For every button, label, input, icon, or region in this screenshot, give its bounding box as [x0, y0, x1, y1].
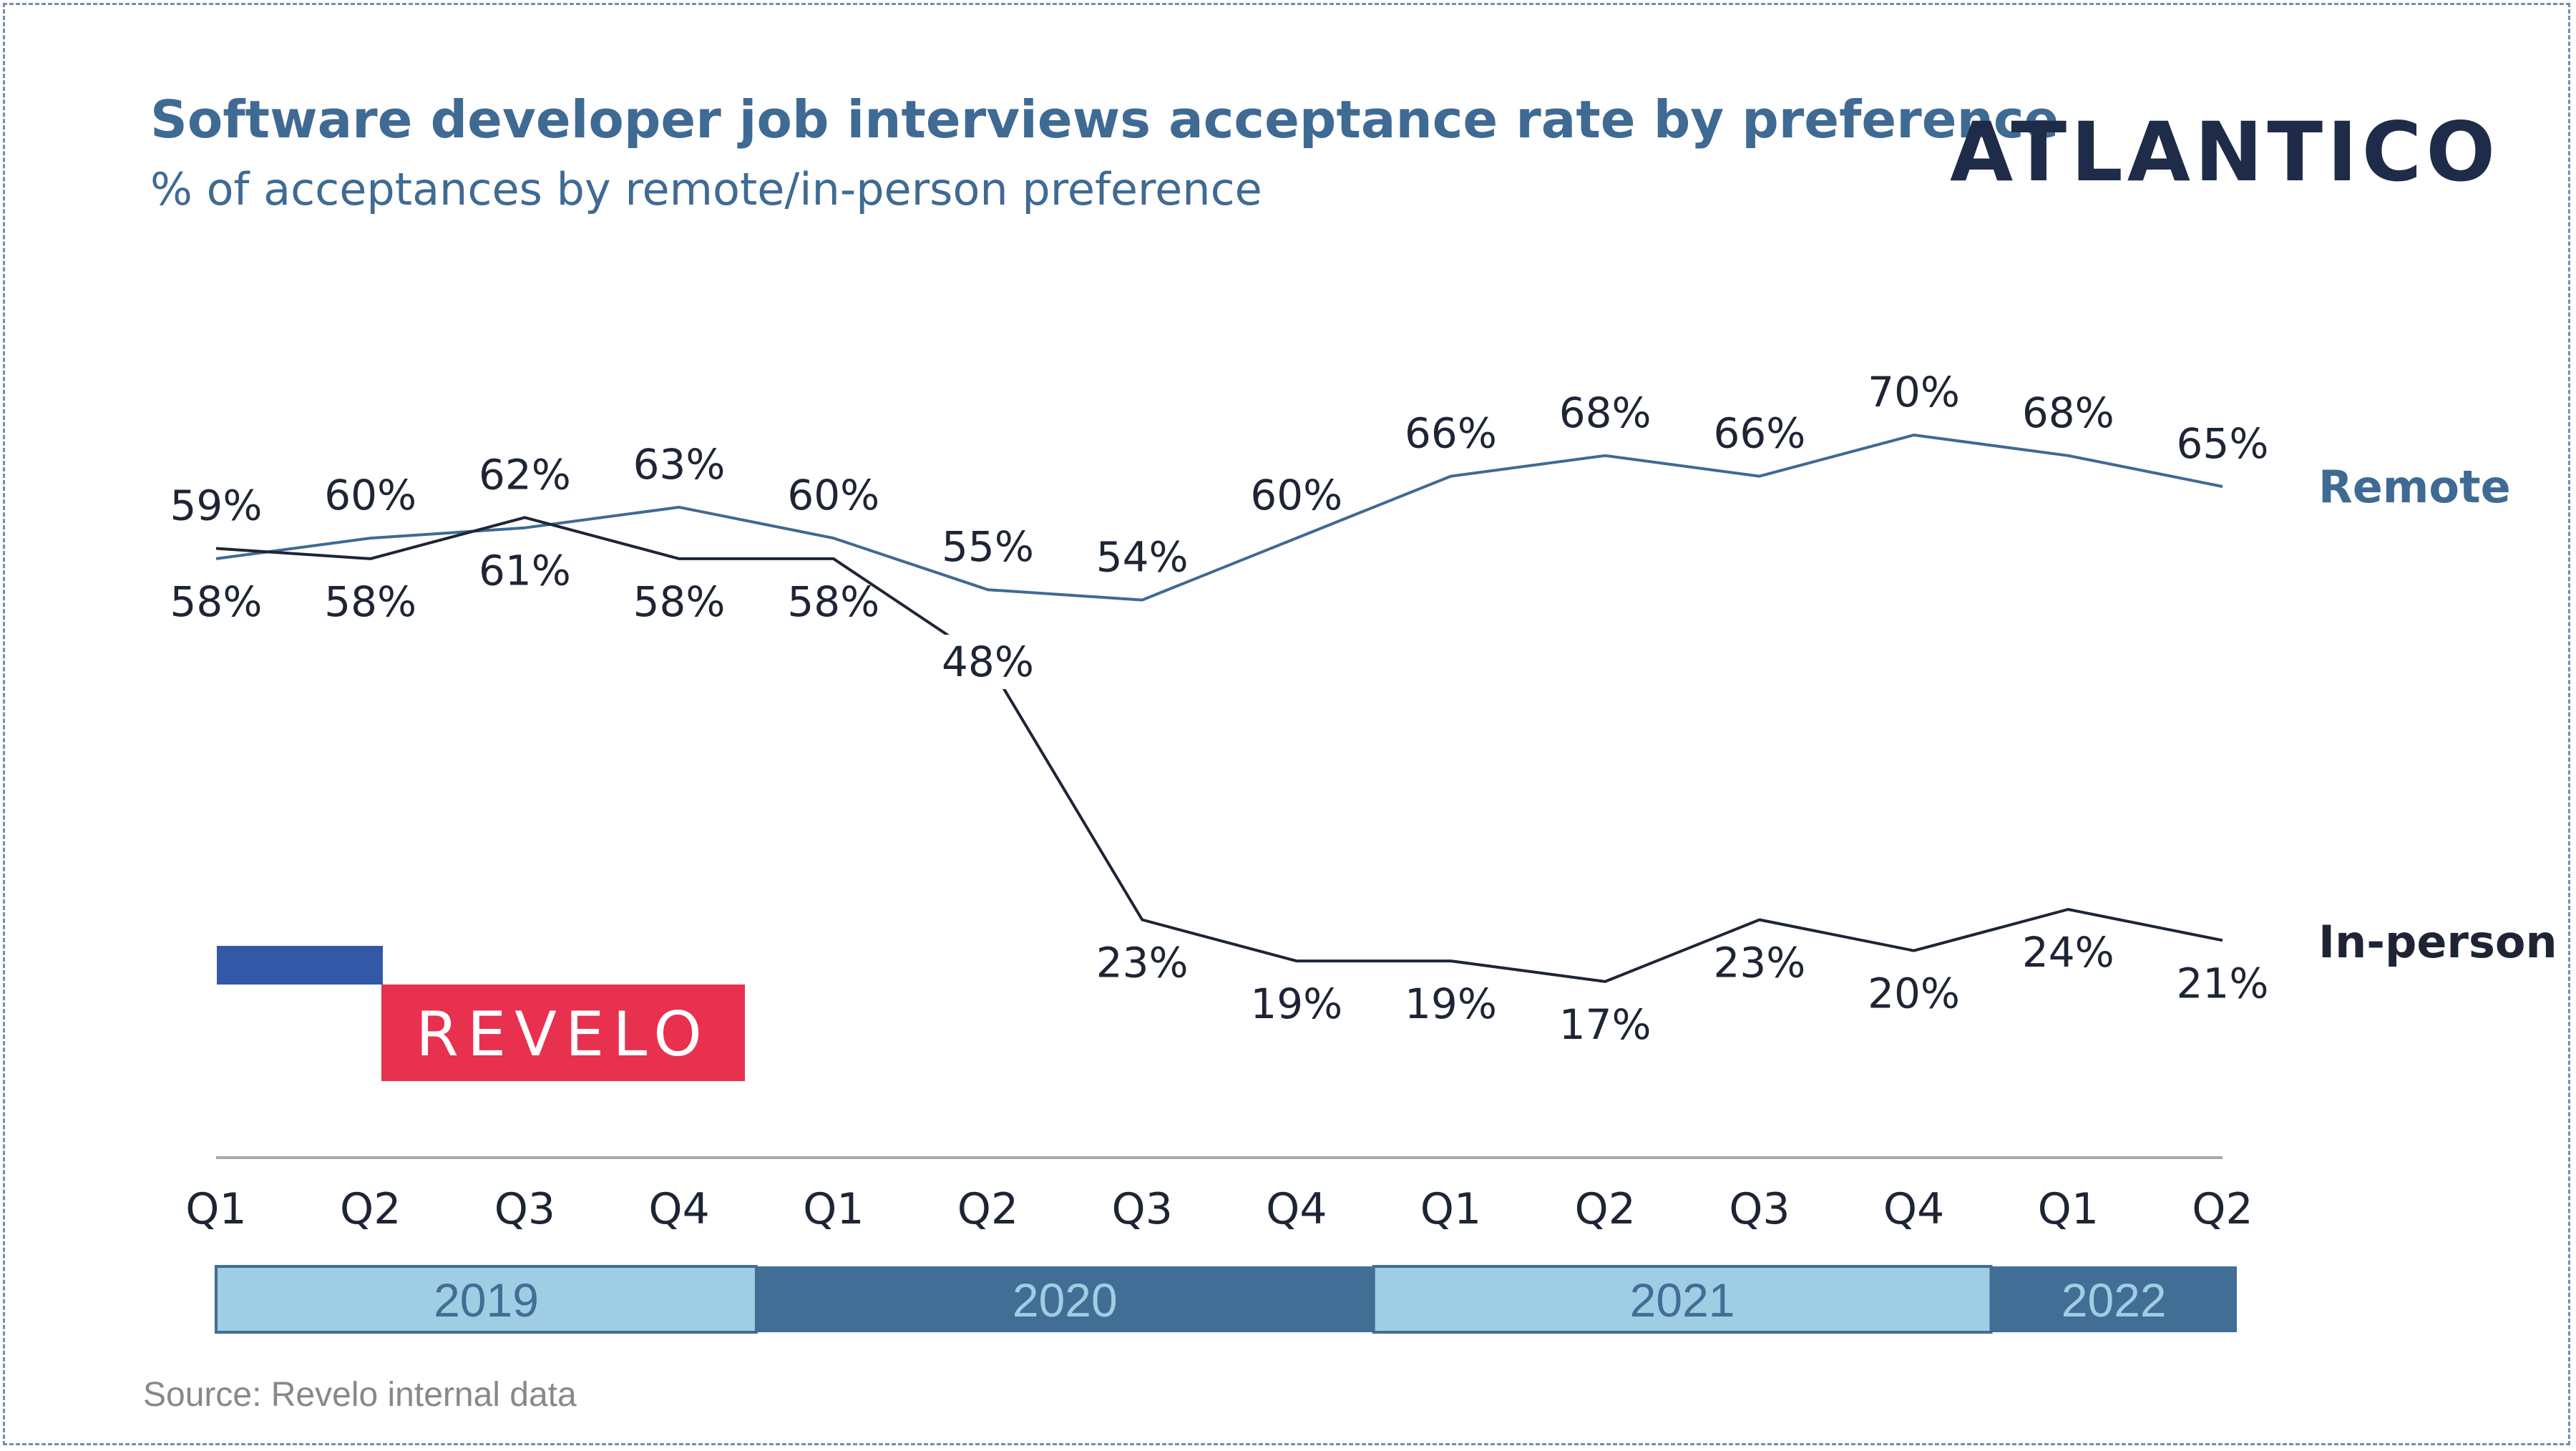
x-tick-label: Q1: [185, 1184, 246, 1234]
revelo-logo-red-block: [381, 985, 745, 1081]
series-line-inperson: [215, 516, 2223, 983]
year-label-2021: 2021: [1630, 1274, 1735, 1327]
x-tick-label: Q4: [1883, 1184, 1944, 1234]
data-label-remote: 60%: [1250, 471, 1342, 519]
revelo-logo-blue-bar: [217, 946, 383, 985]
chart-frame: [3, 3, 2570, 1445]
data-label-inperson: 24%: [2022, 928, 2114, 977]
x-tick-label: Q2: [1574, 1184, 1635, 1234]
data-label-remote: 60%: [324, 471, 416, 519]
year-band-2020: [756, 1266, 1374, 1332]
data-label-remote: 65%: [2177, 419, 2269, 468]
revelo-logo: REVELO: [217, 946, 745, 1081]
legend-inperson: In-person: [2318, 916, 2557, 968]
year-label-2019: 2019: [434, 1274, 539, 1327]
year-band-2022: [1991, 1266, 2237, 1332]
data-label-inperson: 48%: [942, 637, 1034, 686]
data-labels-layer: 58% 60% 61% 63% 60% 55% 54% 60% 66% 68% 66% 70% 68% 6…: [170, 368, 2269, 1049]
data-label-remote: 68%: [2022, 389, 2114, 437]
data-label-remote: 70%: [1868, 368, 1960, 416]
data-label-remote: 55%: [942, 522, 1034, 571]
data-label-knockout: [937, 635, 1038, 690]
x-tick-label: Q2: [2192, 1184, 2253, 1234]
revelo-logo-text: REVELO: [416, 999, 711, 1070]
x-tick-label: Q2: [340, 1184, 401, 1234]
x-tick-label: Q1: [803, 1184, 864, 1234]
data-label-remote: 68%: [1559, 389, 1652, 437]
data-label-remote: 61%: [479, 547, 571, 595]
data-label-inperson: 58%: [633, 577, 726, 626]
atlantico-logo: ATLANTICO: [1950, 104, 2499, 200]
data-label-inperson: 23%: [1096, 939, 1189, 987]
x-tick-label: Q2: [957, 1184, 1018, 1234]
year-band-2021: [1372, 1265, 1993, 1334]
x-tick-labels: Q1 Q2 Q3 Q4 Q1 Q2 Q3 Q4 Q1 Q2 Q3 Q4 Q1 Q2: [185, 1184, 2253, 1234]
chart-title: Software developer job interviews accept…: [150, 89, 2059, 150]
data-label-inperson: 21%: [2177, 959, 2269, 1007]
data-label-inperson: 58%: [324, 577, 416, 626]
year-bands: 2019 2020 2021 2022: [215, 1265, 2237, 1334]
data-label-remote: 63%: [633, 440, 726, 489]
x-tick-label: Q3: [1729, 1184, 1790, 1234]
data-label-remote: 54%: [1096, 533, 1189, 582]
data-label-inperson: 20%: [1868, 969, 1960, 1018]
data-label-inperson: 19%: [1250, 979, 1342, 1028]
chart-subtitle: % of acceptances by remote/in-person pre…: [150, 163, 1262, 215]
atlantico-logo-text: ATLANTICO: [1950, 104, 2499, 200]
data-label-remote: 58%: [170, 577, 263, 626]
data-label-inperson: 23%: [1713, 939, 1805, 987]
data-label-remote: 66%: [1713, 409, 1805, 458]
year-label-2020: 2020: [1013, 1274, 1118, 1327]
x-tick-label: Q4: [648, 1184, 709, 1234]
data-label-remote: 66%: [1405, 409, 1497, 458]
x-tick-label: Q3: [494, 1184, 555, 1234]
x-tick-label: Q1: [2038, 1184, 2099, 1234]
source-note: Source: Revelo internal data: [143, 1376, 577, 1414]
x-tick-label: Q4: [1266, 1184, 1327, 1234]
x-tick-label: Q3: [1111, 1184, 1172, 1234]
x-tick-label: Q1: [1420, 1184, 1481, 1234]
data-label-inperson: 59%: [170, 482, 263, 530]
data-label-inperson: 19%: [1405, 979, 1497, 1028]
year-label-2022: 2022: [2062, 1274, 2167, 1327]
series-layer: [215, 434, 2223, 983]
legend-remote: Remote: [2318, 461, 2511, 513]
data-label-remote: 60%: [787, 471, 879, 519]
data-label-inperson: 58%: [787, 577, 879, 626]
data-label-inperson: 17%: [1559, 1000, 1652, 1049]
data-label-inperson: 62%: [479, 450, 571, 499]
